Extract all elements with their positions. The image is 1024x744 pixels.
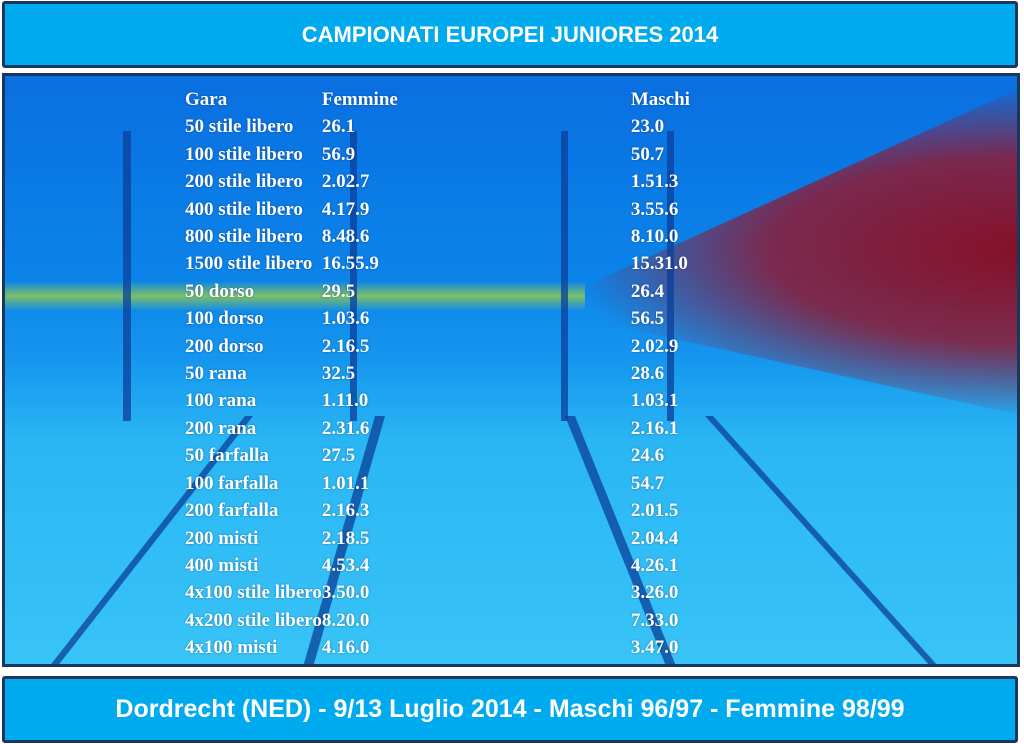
table-row: 50 dorso 29.5 26.4: [5, 278, 690, 305]
cell-femmine: 2.02.7: [321, 171, 370, 193]
cell-gara: 50 dorso: [185, 280, 255, 302]
cell-gara: 400 stile libero: [185, 198, 303, 220]
pool-background-image: Gara Femmine Maschi 50 stile libero 26.1 2…: [2, 73, 1020, 667]
cell-femmine: 2.31.6: [321, 417, 370, 439]
cell-femmine: 2.18.5: [321, 527, 370, 549]
column-header-gara: Gara: [185, 89, 228, 110]
table-row: 400 stile libero 4.17.9 3.55.6: [5, 196, 690, 223]
cell-maschi: 7.33.0: [630, 609, 679, 631]
cell-femmine: 56.9: [321, 143, 356, 165]
cell-maschi: 28.6: [630, 363, 665, 385]
cell-maschi: 15.31.0: [630, 253, 688, 275]
page-title: CAMPIONATI EUROPEI JUNIORES 2014: [301, 21, 719, 47]
cell-gara: 4x100 misti: [185, 637, 278, 659]
table-row: 200 misti 2.18.5 2.04.4: [5, 525, 690, 552]
cell-maschi: 26.4: [630, 280, 665, 302]
cell-maschi: 3.47.0: [630, 637, 679, 659]
table-row: 400 misti 4.53.4 4.26.1: [5, 552, 690, 579]
table-row: 50 farfalla 27.5 24.6: [5, 442, 690, 469]
cell-maschi: 2.01.5: [630, 500, 679, 522]
table-row: 100 farfalla 1.01.1 54.7: [5, 470, 690, 497]
cell-gara: 800 stile libero: [185, 226, 303, 248]
cell-femmine: 27.5: [321, 445, 356, 467]
cell-gara: 200 dorso: [185, 335, 264, 357]
cell-femmine: 2.16.3: [321, 500, 370, 522]
cell-maschi: 8.10.0: [630, 226, 679, 248]
cell-maschi: 56.5: [630, 308, 665, 330]
table-row: 200 dorso 2.16.5 2.02.9: [5, 333, 690, 360]
cell-femmine: 1.03.6: [321, 308, 370, 330]
cell-maschi: 2.02.9: [630, 335, 679, 357]
title-banner: CAMPIONATI EUROPEI JUNIORES 2014: [2, 1, 1018, 68]
cell-gara: 100 rana: [185, 390, 257, 412]
cell-gara: 200 stile libero: [185, 171, 303, 193]
cell-femmine: 4.17.9: [321, 198, 370, 220]
column-header-femmine: Femmine: [321, 89, 398, 110]
footer-banner: Dordrecht (NED) - 9/13 Luglio 2014 - Mas…: [2, 676, 1018, 743]
cell-femmine: 2.16.5: [321, 335, 370, 357]
cell-gara: 200 misti: [185, 527, 259, 549]
cell-femmine: 26.1: [321, 116, 356, 138]
lane-stripe: [5, 281, 585, 311]
table-row: 800 stile libero 8.48.6 8.10.0: [5, 223, 690, 250]
cell-maschi: 54.7: [630, 472, 665, 494]
table-row: 100 rana 1.11.0 1.03.1: [5, 387, 690, 414]
cell-maschi: 50.7: [630, 143, 665, 165]
cell-gara: 100 farfalla: [185, 472, 279, 494]
table-row: 50 stile libero 26.1 23.0: [5, 113, 690, 140]
cell-maschi: 3.55.6: [630, 198, 679, 220]
cell-maschi: 1.03.1: [630, 390, 679, 412]
cell-maschi: 4.26.1: [630, 554, 679, 576]
column-header-maschi: Maschi: [630, 89, 690, 110]
table-row: 50 rana 32.5 28.6: [5, 360, 690, 387]
results-table: Gara Femmine Maschi 50 stile libero 26.1 2…: [5, 86, 690, 662]
cell-femmine: 16.55.9: [321, 253, 379, 275]
cell-maschi: 24.6: [630, 445, 665, 467]
cell-femmine: 8.20.0: [321, 609, 370, 631]
cell-gara: 4x200 stile libero: [185, 609, 322, 631]
cell-gara: 200 rana: [185, 417, 257, 439]
table-row: 100 stile libero 56.9 50.7: [5, 141, 690, 168]
cell-gara: 50 rana: [185, 363, 247, 385]
cell-gara: 400 misti: [185, 554, 259, 576]
cell-maschi: 1.51.3: [630, 171, 679, 193]
cell-gara: 100 dorso: [185, 308, 264, 330]
cell-gara: 100 stile libero: [185, 143, 303, 165]
cell-femmine: 8.48.6: [321, 226, 370, 248]
cell-femmine: 3.50.0: [321, 582, 370, 604]
table-row: 100 dorso 1.03.6 56.5: [5, 305, 690, 332]
table-row: 200 farfalla 2.16.3 2.01.5: [5, 497, 690, 524]
cell-maschi: 3.26.0: [630, 582, 679, 604]
table-row: 4x100 misti 4.16.0 3.47.0: [5, 634, 690, 661]
table-row: 200 stile libero 2.02.7 1.51.3: [5, 168, 690, 195]
table-row: 4x100 stile libero 3.50.0 3.26.0: [5, 579, 690, 606]
table-row: 4x200 stile libero 8.20.0 7.33.0: [5, 607, 690, 634]
cell-gara: 50 farfalla: [185, 445, 269, 467]
cell-femmine: 4.16.0: [321, 637, 370, 659]
table-row: 200 rana 2.31.6 2.16.1: [5, 415, 690, 442]
cell-femmine: 4.53.4: [321, 554, 370, 576]
cell-femmine: 29.5: [321, 280, 356, 302]
table-row: 1500 stile libero 16.55.9 15.31.0: [5, 250, 690, 277]
cell-femmine: 1.01.1: [321, 472, 370, 494]
cell-gara: 200 farfalla: [185, 500, 279, 522]
cell-maschi: 2.16.1: [630, 417, 679, 439]
table-header-row: Gara Femmine Maschi: [5, 86, 690, 113]
cell-gara: 50 stile libero: [185, 116, 294, 138]
cell-gara: 4x100 stile libero: [185, 582, 322, 604]
cell-maschi: 23.0: [630, 116, 665, 138]
cell-gara: 1500 stile libero: [185, 253, 313, 275]
cell-femmine: 1.11.0: [321, 390, 369, 412]
cell-femmine: 32.5: [321, 363, 356, 385]
cell-maschi: 2.04.4: [630, 527, 679, 549]
event-info: Dordrecht (NED) - 9/13 Luglio 2014 - Mas…: [115, 695, 905, 723]
